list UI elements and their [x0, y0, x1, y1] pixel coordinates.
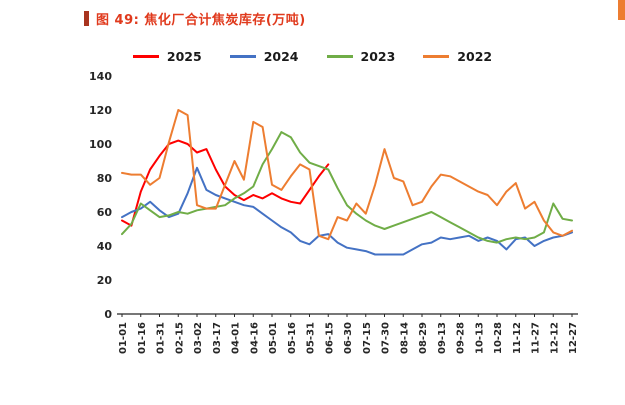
x-tick-label: 03-02 — [193, 322, 204, 354]
x-tick-label: 04-01 — [231, 322, 242, 354]
x-tick-label: 05-01 — [268, 322, 279, 354]
x-tick-label: 03-17 — [212, 322, 223, 354]
y-tick-label: 80 — [97, 172, 113, 185]
x-tick-label: 01-31 — [156, 322, 167, 354]
x-tick-label: 07-15 — [362, 322, 373, 354]
x-tick-label: 01-01 — [118, 322, 129, 354]
legend-swatch-2022 — [423, 55, 450, 58]
legend-item-2024: 2024 — [229, 49, 299, 64]
series-line-2023 — [121, 131, 573, 244]
series-line-2022 — [121, 109, 573, 241]
title-accent-bar — [84, 11, 89, 26]
series-line-2024 — [121, 166, 573, 256]
x-tick-label: 10-28 — [493, 322, 504, 354]
legend-label-2025: 2025 — [166, 49, 202, 64]
x-tick-label: 08-14 — [399, 322, 410, 354]
figure-title: 图 49: 焦化厂合计焦炭库存(万吨) — [96, 13, 306, 28]
x-tick-label: 10-13 — [474, 322, 485, 354]
x-tick-label: 12-27 — [568, 322, 579, 354]
y-tick-label: 140 — [89, 70, 112, 83]
y-tick-label: 120 — [89, 104, 112, 117]
legend-label-2024: 2024 — [263, 49, 299, 64]
legend-swatch-2023 — [326, 55, 353, 58]
x-tick-label: 04-16 — [249, 322, 260, 354]
figure-header: 图 49: 焦化厂合计焦炭库存(万吨) — [84, 9, 306, 28]
y-tick-label: 60 — [97, 206, 113, 219]
x-tick-label: 12-12 — [549, 322, 560, 354]
x-tick-label: 06-30 — [343, 322, 354, 354]
legend-swatch-2025 — [132, 55, 159, 58]
x-tick-label: 09-28 — [456, 322, 467, 354]
x-tick-label: 11-27 — [531, 322, 542, 354]
legend-item-2023: 2023 — [326, 49, 396, 64]
x-tick-label: 09-13 — [437, 322, 448, 354]
x-tick-label: 07-30 — [381, 322, 392, 354]
x-tick-label: 06-15 — [324, 322, 335, 354]
corner-decoration-bar — [618, 0, 625, 20]
legend-label-2022: 2022 — [457, 49, 493, 64]
y-tick-label: 100 — [89, 138, 112, 151]
x-tick-label: 05-16 — [287, 322, 298, 354]
x-tick-label: 02-15 — [174, 322, 185, 354]
x-tick-label: 11-12 — [512, 322, 523, 354]
y-tick-label: 40 — [97, 240, 113, 253]
legend-item-2022: 2022 — [423, 49, 492, 64]
legend-swatch-2024 — [229, 55, 256, 58]
x-tick-label: 01-16 — [137, 322, 148, 354]
chart-legend: 2025 2024 2023 2022 — [0, 49, 625, 64]
x-tick-label: 05-31 — [306, 322, 317, 354]
y-tick-label: 20 — [97, 274, 113, 287]
legend-item-2025: 2025 — [132, 49, 202, 64]
legend-label-2023: 2023 — [360, 49, 396, 64]
x-tick-label: 08-29 — [418, 322, 429, 354]
y-tick-label: 0 — [104, 308, 112, 321]
